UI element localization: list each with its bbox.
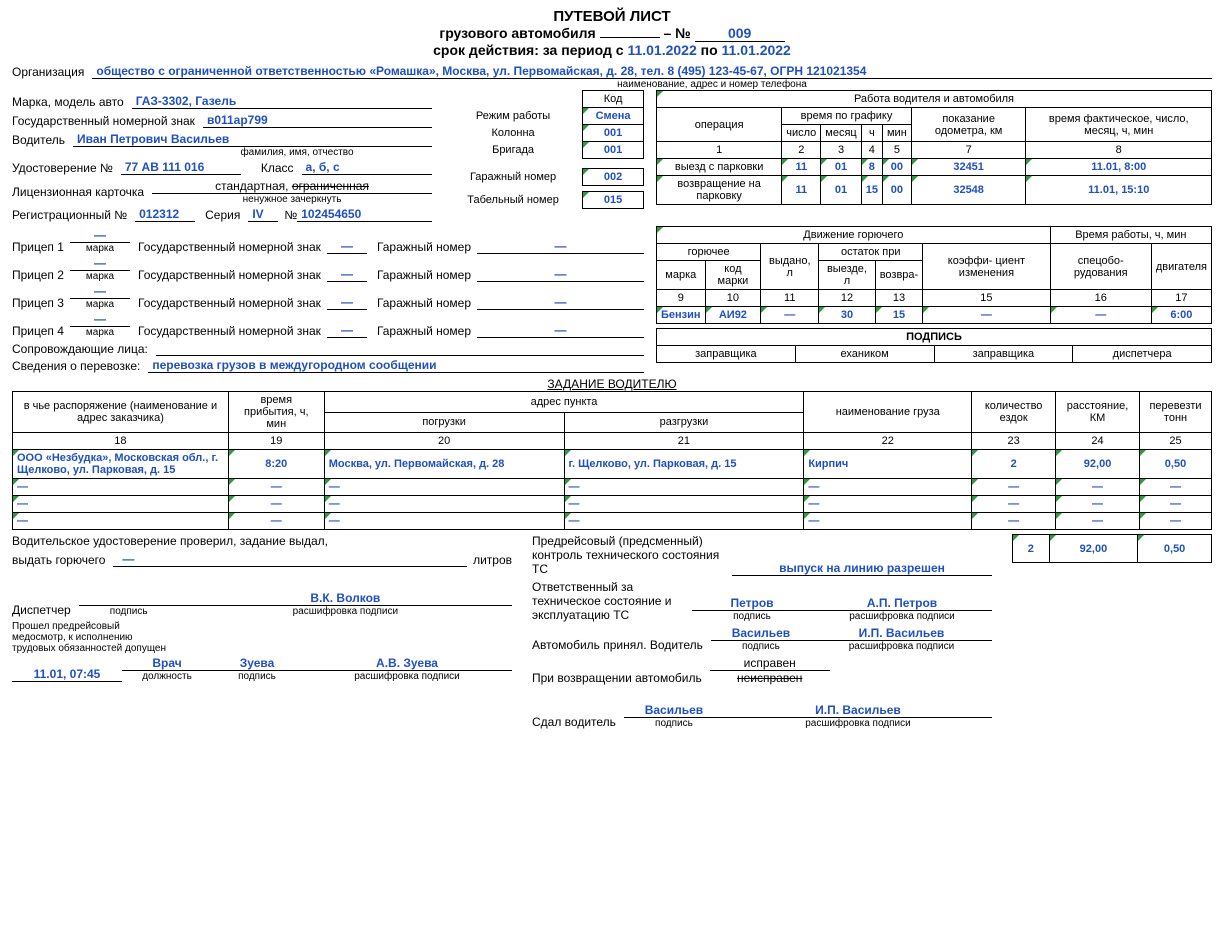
subtitle: грузового автомобиля – № 009 <box>12 25 1212 42</box>
title: ПУТЕВОЙ ЛИСТ <box>12 8 1212 25</box>
transport-info: перевозка грузов в междугородном сообщен… <box>148 358 644 373</box>
trailer-row: Прицеп 2—маркаГосударственный номерной з… <box>12 256 644 282</box>
left-info: Марка, модель автоГАЗ-3302, Газель Госуд… <box>12 90 432 222</box>
task-row: ———————— <box>13 496 1212 513</box>
license-no: 77 АВ 111 016 <box>121 160 241 175</box>
footer-middle: Предрейсовый (предсменный) контроль техн… <box>532 534 992 729</box>
org-value: общество с ограниченной ответственностью… <box>92 64 1212 79</box>
footer-left: Водительское удостоверение проверил, зад… <box>12 534 512 729</box>
doc-number: 009 <box>695 25 785 42</box>
vehicle-plate: в011ар799 <box>203 113 432 128</box>
trailer-row: Прицеп 3—маркаГосударственный номерной з… <box>12 284 644 310</box>
reg-no: 012312 <box>135 207 195 222</box>
trailer-row: Прицеп 4—маркаГосударственный номерной з… <box>12 312 644 338</box>
trailer-row: Прицеп 1—маркаГосударственный номерной з… <box>12 228 644 254</box>
task-table: в чье распоряжение (наименование и адрес… <box>12 391 1212 530</box>
dispatcher-name: В.К. Волков <box>179 591 512 606</box>
org-row: Организация общество с ограниченной отве… <box>12 64 1212 79</box>
task-row: ООО «Незбудка», Московская обл., г. Щелк… <box>13 450 1212 479</box>
footer-totals: 2 92,00 0,50 <box>1012 534 1212 729</box>
doc-header: ПУТЕВОЙ ЛИСТ грузового автомобиля – № 00… <box>12 8 1212 58</box>
vehicle-brand: ГАЗ-3302, Газель <box>132 94 432 109</box>
license-class: а, б, с <box>302 160 432 175</box>
task-title: ЗАДАНИЕ ВОДИТЕЛЮ <box>12 377 1212 391</box>
release-status: выпуск на линию разрешен <box>732 561 992 576</box>
fuel-table-block: Движение горючего Время работы, ч, мин г… <box>656 226 1212 363</box>
driver-name: Иван Петрович Васильев <box>73 132 432 147</box>
codes-block: Код Режим работыСмена Колонна001 Бригада… <box>444 90 644 209</box>
work-table-block: Работа водителя и автомобиля операция вр… <box>656 90 1212 205</box>
task-row: ———————— <box>13 513 1212 530</box>
trailers-block: Прицеп 1—маркаГосударственный номерной з… <box>12 226 644 373</box>
task-row: ———————— <box>13 479 1212 496</box>
validity: срок действия: за период с 11.01.2022 по… <box>12 42 1212 58</box>
